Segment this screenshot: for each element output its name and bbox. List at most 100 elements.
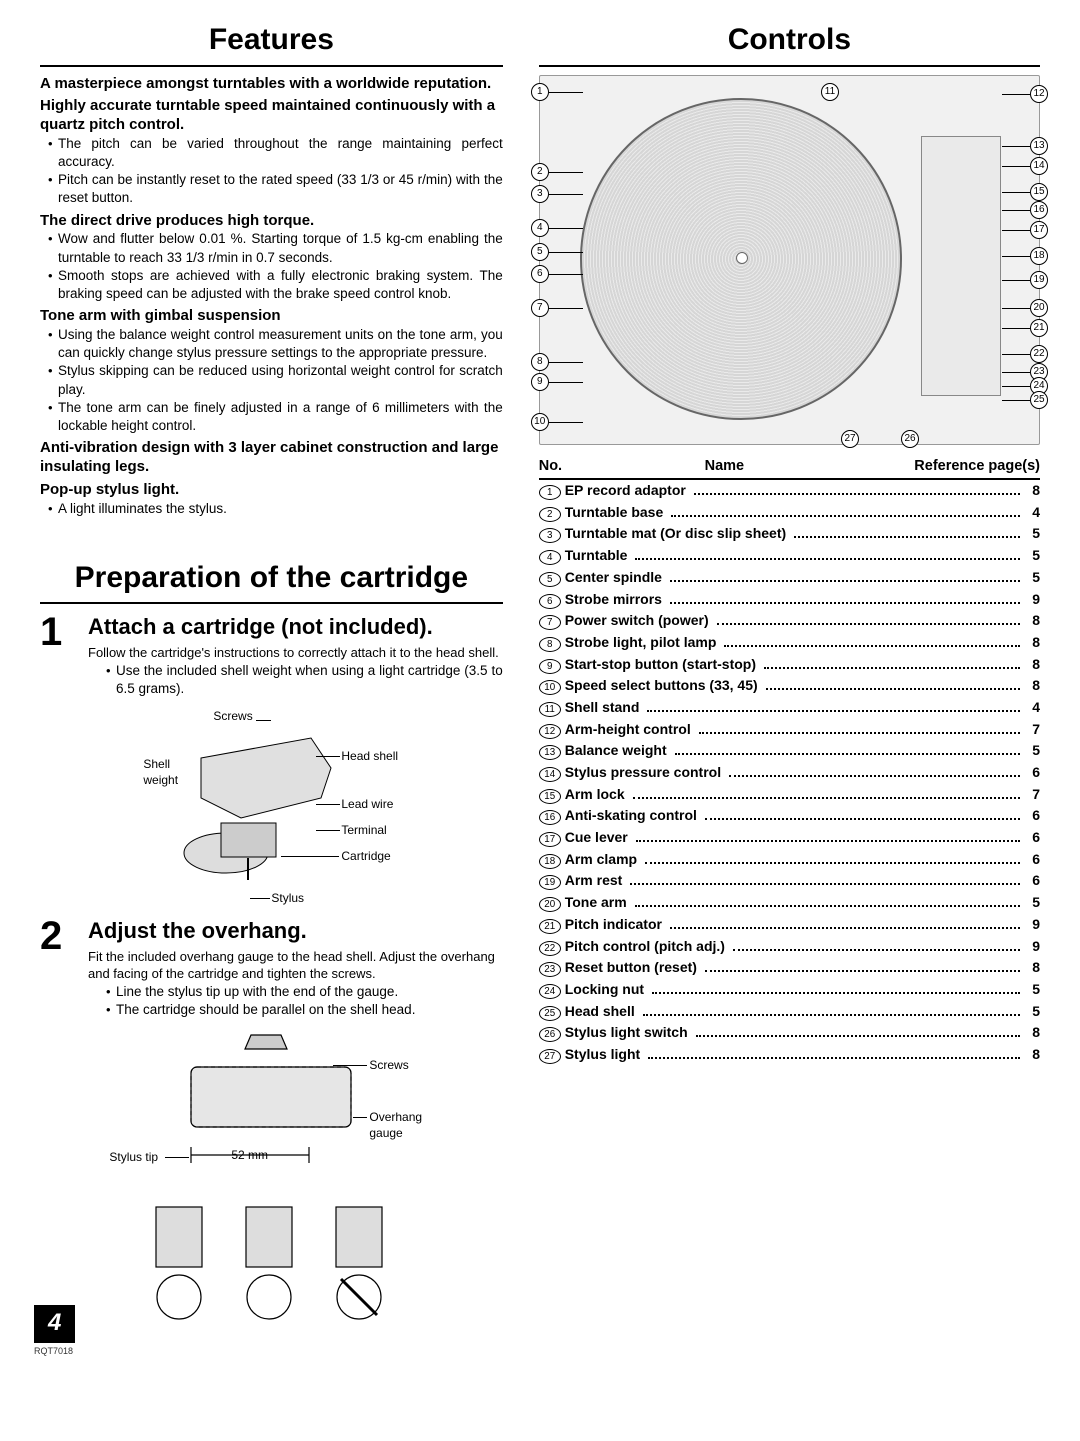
step-2: 2 Adjust the overhang. Fit the included …	[40, 916, 503, 1019]
features-rule	[40, 65, 503, 67]
right-column: Controls 1234567891011121314151617181920…	[539, 20, 1040, 1357]
callout-leader	[1002, 328, 1030, 329]
row-dots	[645, 853, 1020, 864]
callout-leader	[1002, 386, 1030, 387]
callout-num: 8	[531, 353, 549, 371]
step-2-body: Adjust the overhang. Fit the included ov…	[88, 916, 503, 1019]
step-1-sub: Follow the cartridge's instructions to c…	[88, 644, 503, 662]
table-row: 24Locking nut5	[539, 979, 1040, 1001]
row-num-circle: 4	[539, 550, 561, 565]
callout-leader	[549, 422, 583, 423]
callout-num: 1	[531, 83, 549, 101]
table-row: 14Stylus pressure control6	[539, 762, 1040, 784]
controls-table: 1EP record adaptor82Turntable base43Turn…	[539, 480, 1040, 1066]
row-page: 8	[1024, 632, 1040, 654]
row-dots	[794, 527, 1020, 538]
row-name: Shell stand	[565, 697, 644, 719]
callout-num: 17	[1030, 221, 1048, 239]
table-row: 19Arm rest6	[539, 870, 1040, 892]
row-name: EP record adaptor	[565, 480, 690, 502]
row-num-circle: 22	[539, 941, 561, 956]
row-num-circle: 21	[539, 919, 561, 934]
table-row: 8Strobe light, pilot lamp8	[539, 632, 1040, 654]
row-name: Cue lever	[565, 827, 632, 849]
callout-leader	[1002, 146, 1030, 147]
row-name: Reset button (reset)	[565, 957, 701, 979]
row-page: 9	[1024, 936, 1040, 958]
callout-num: 4	[531, 219, 549, 237]
row-num-circle: 13	[539, 745, 561, 760]
callout-num: 7	[531, 299, 549, 317]
row-num-circle: 23	[539, 962, 561, 977]
table-row: 1EP record adaptor8	[539, 480, 1040, 502]
step-2-number: 2	[40, 916, 74, 1019]
callout-num: 18	[1030, 247, 1048, 265]
row-name: Pitch control (pitch adj.)	[565, 936, 729, 958]
row-num-circle: 26	[539, 1027, 561, 1042]
row-dots	[671, 506, 1020, 517]
row-dots	[652, 983, 1020, 994]
table-row: 26Stylus light switch8	[539, 1022, 1040, 1044]
label-52mm: 52 mm	[231, 1147, 268, 1163]
features-title: Features	[40, 20, 503, 61]
row-dots	[766, 679, 1020, 690]
headshell-diagram: Screws Head shell Shell weight Lead wire…	[131, 708, 411, 908]
doc-id: RQT7018	[34, 1345, 73, 1357]
step-2-title: Adjust the overhang.	[88, 916, 503, 946]
row-dots	[729, 766, 1020, 777]
feature-bullet: Pitch can be instantly reset to the rate…	[48, 171, 503, 207]
callout-num: 19	[1030, 271, 1048, 289]
row-name: Speed select buttons (33, 45)	[565, 675, 762, 697]
callout-leader	[1002, 94, 1030, 95]
row-dots	[630, 874, 1020, 885]
row-page: 8	[1024, 1044, 1040, 1066]
row-page: 9	[1024, 914, 1040, 936]
label-headshell: Head shell	[341, 748, 398, 764]
row-name: Stylus light switch	[565, 1022, 692, 1044]
features-h6: Pop-up stylus light.	[40, 481, 503, 500]
callout-num: 3	[531, 185, 549, 203]
feature-bullet: Using the balance weight control measure…	[48, 326, 503, 362]
row-page: 5	[1024, 979, 1040, 1001]
row-page: 9	[1024, 589, 1040, 611]
row-num-circle: 8	[539, 637, 561, 652]
step-2-sub: Fit the included overhang gauge to the h…	[88, 948, 503, 983]
row-num-circle: 3	[539, 528, 561, 543]
table-row: 11Shell stand4	[539, 697, 1040, 719]
feature-bullet: Wow and flutter below 0.01 %. Starting t…	[48, 230, 503, 266]
row-page: 8	[1024, 480, 1040, 502]
header-name: Name	[589, 457, 860, 477]
overhang-svg	[101, 1027, 441, 1357]
row-dots	[705, 961, 1020, 972]
row-page: 5	[1024, 545, 1040, 567]
row-name: Arm lock	[565, 784, 629, 806]
table-row: 10Speed select buttons (33, 45)8	[539, 675, 1040, 697]
row-dots	[705, 809, 1020, 820]
row-name: Turntable	[565, 545, 632, 567]
callout-num: 13	[1030, 137, 1048, 155]
row-name: Arm rest	[565, 870, 627, 892]
callout-leader	[1002, 400, 1030, 401]
step-1: 1 Attach a cartridge (not included). Fol…	[40, 612, 503, 698]
row-page: 5	[1024, 892, 1040, 914]
callout-num: 20	[1030, 299, 1048, 317]
callout-leader	[1002, 230, 1030, 231]
callout-leader	[1002, 354, 1030, 355]
callout-num: 14	[1030, 157, 1048, 175]
row-num-circle: 5	[539, 572, 561, 587]
table-row: 12Arm-height control7	[539, 719, 1040, 741]
controls-diagram: 1234567891011121314151617181920212223242…	[539, 75, 1040, 445]
step-1-title: Attach a cartridge (not included).	[88, 612, 503, 642]
row-page: 4	[1024, 697, 1040, 719]
callout-leader	[1002, 308, 1030, 309]
row-num-circle: 16	[539, 810, 561, 825]
row-dots	[670, 918, 1020, 929]
overhang-diagram: Screws Overhang gauge Stylus tip 52 mm	[101, 1027, 441, 1357]
step-1-bullet: Use the included shell weight when using…	[106, 662, 503, 698]
row-name: Balance weight	[565, 740, 671, 762]
table-row: 6Strobe mirrors9	[539, 589, 1040, 611]
row-name: Strobe mirrors	[565, 589, 666, 611]
step-2-bullet: The cartridge should be parallel on the …	[106, 1001, 503, 1019]
features-list-1: The pitch can be varied throughout the r…	[40, 135, 503, 208]
table-row: 4 Turntable 5	[539, 545, 1040, 567]
